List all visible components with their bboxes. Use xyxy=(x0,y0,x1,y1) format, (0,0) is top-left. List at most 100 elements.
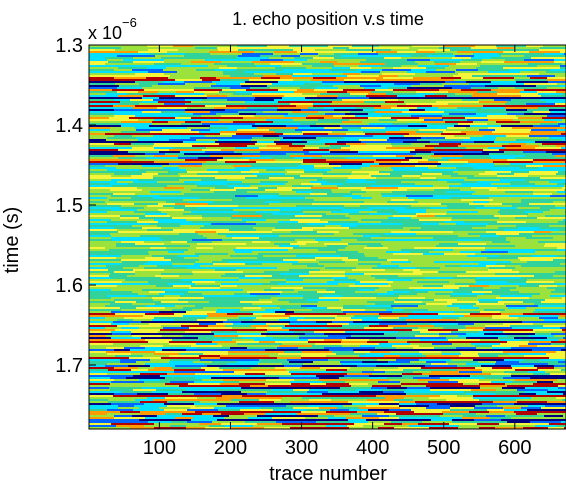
heatmap-cell xyxy=(266,393,293,395)
heatmap-cell xyxy=(409,159,428,161)
heatmap-cell xyxy=(522,415,544,417)
heatmap-cell xyxy=(246,221,278,223)
heatmap-cell xyxy=(188,341,212,343)
heatmap-cell xyxy=(497,405,528,407)
heatmap-cell xyxy=(148,71,177,73)
heatmap-cell xyxy=(89,307,120,309)
heatmap-cell xyxy=(474,273,495,275)
heatmap-cell xyxy=(461,131,492,133)
heatmap-cell xyxy=(346,293,377,295)
heatmap-cell xyxy=(533,111,550,113)
heatmap-cell xyxy=(349,323,379,325)
heatmap-cell xyxy=(89,277,111,279)
heatmap-cell xyxy=(89,141,122,143)
heatmap-cell xyxy=(299,81,322,83)
heatmap-cell xyxy=(484,143,509,145)
heatmap-cell xyxy=(323,295,342,297)
heatmap-cell xyxy=(200,385,224,387)
heatmap-cell xyxy=(549,109,566,111)
heatmap-cell xyxy=(89,79,113,81)
heatmap-cell xyxy=(562,93,566,95)
heatmap-cell xyxy=(344,205,360,207)
heatmap-cell xyxy=(385,357,406,359)
heatmap-cell xyxy=(348,129,375,131)
heatmap-cell xyxy=(89,183,110,185)
heatmap-cell xyxy=(199,71,223,73)
heatmap-cell xyxy=(162,129,191,131)
heatmap-cell xyxy=(358,151,379,153)
heatmap-cell xyxy=(154,161,175,163)
heatmap-cell xyxy=(502,299,521,301)
heatmap-cell xyxy=(154,119,186,121)
heatmap-cell xyxy=(89,187,110,189)
heatmap-cell xyxy=(538,241,566,243)
heatmap-cell xyxy=(165,133,185,135)
heatmap-cell xyxy=(403,309,428,311)
heatmap-cell xyxy=(372,267,399,269)
heatmap-cell xyxy=(543,165,566,167)
heatmap-cell xyxy=(442,269,471,271)
heatmap-cell xyxy=(338,249,360,251)
heatmap-cell xyxy=(139,329,160,331)
heatmap-cell xyxy=(302,365,321,367)
heatmap-cell xyxy=(375,277,403,279)
heatmap-cell xyxy=(545,279,566,281)
heatmap-cell xyxy=(89,423,111,425)
heatmap-cell xyxy=(273,121,293,123)
heatmap-cell xyxy=(167,271,192,273)
heatmap-cell xyxy=(415,335,439,337)
heatmap-cell xyxy=(89,395,113,397)
heatmap-cell xyxy=(434,61,460,63)
heatmap-cell xyxy=(309,271,329,273)
heatmap-cell xyxy=(154,423,181,425)
heatmap-cell xyxy=(401,161,418,163)
heatmap-cell xyxy=(298,347,324,349)
heatmap-cell xyxy=(429,197,450,199)
heatmap-cell xyxy=(417,215,435,217)
heatmap-cell xyxy=(510,325,543,327)
heatmap-cell xyxy=(394,83,420,85)
heatmap-cell xyxy=(367,341,388,343)
heatmap-cell xyxy=(348,277,375,279)
heatmap-cell xyxy=(236,365,263,367)
heatmap-cell xyxy=(139,419,159,421)
heatmap-cell xyxy=(272,275,299,277)
heatmap-cell xyxy=(320,219,336,221)
heatmap-cell xyxy=(535,141,560,143)
heatmap-cell xyxy=(113,193,135,195)
heatmap-cell xyxy=(149,125,178,127)
heatmap-cell xyxy=(129,357,161,359)
heatmap-cell xyxy=(293,247,316,249)
heatmap-cell xyxy=(89,311,111,313)
heatmap-cell xyxy=(243,77,261,79)
heatmap-cell xyxy=(290,103,313,105)
heatmap-cell xyxy=(233,241,252,243)
heatmap-cell xyxy=(237,129,269,131)
heatmap-cell xyxy=(118,149,148,151)
heatmap-cell xyxy=(253,357,277,359)
heatmap-cell xyxy=(297,89,314,91)
heatmap-cell xyxy=(164,403,194,405)
heatmap-cell xyxy=(249,79,266,81)
heatmap-cell xyxy=(299,277,332,279)
heatmap-cell xyxy=(89,63,105,65)
heatmap-cell xyxy=(444,233,468,235)
heatmap-cell xyxy=(194,381,223,383)
heatmap-cell xyxy=(132,225,157,227)
heatmap-cell xyxy=(212,261,228,263)
heatmap-cell xyxy=(216,195,235,197)
heatmap-cell xyxy=(288,181,310,183)
heatmap-cell xyxy=(359,139,387,141)
heatmap-cell xyxy=(291,199,314,201)
heatmap-cell xyxy=(228,261,250,263)
heatmap-cell xyxy=(198,157,223,159)
heatmap-cell xyxy=(464,115,487,117)
heatmap-cell xyxy=(363,299,395,301)
heatmap-cell xyxy=(562,139,566,141)
heatmap-cell xyxy=(314,89,343,91)
heatmap-cell xyxy=(227,99,254,101)
heatmap-cell xyxy=(89,125,121,127)
heatmap-cell xyxy=(388,59,407,61)
heatmap-cell xyxy=(89,103,119,105)
heatmap-cell xyxy=(117,53,149,55)
